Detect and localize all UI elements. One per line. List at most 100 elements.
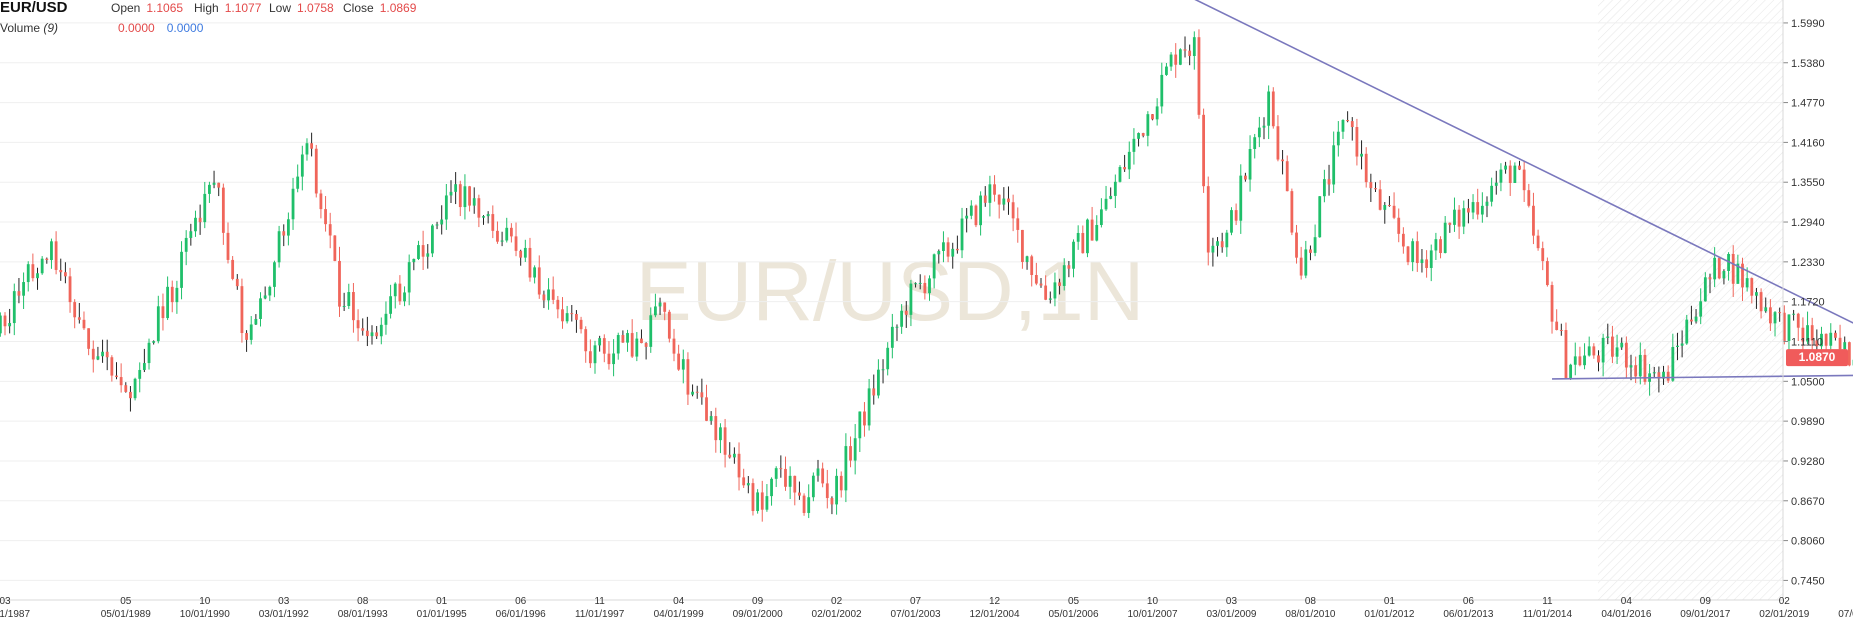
candle[interactable] xyxy=(208,181,211,203)
candle[interactable] xyxy=(825,469,829,509)
candle[interactable] xyxy=(1834,330,1837,341)
candle[interactable] xyxy=(314,144,318,198)
candle[interactable] xyxy=(1220,232,1224,253)
candle[interactable] xyxy=(1518,160,1521,171)
candle[interactable] xyxy=(1801,317,1805,351)
candle[interactable] xyxy=(1234,203,1238,226)
candle[interactable] xyxy=(0,312,2,337)
candle[interactable] xyxy=(1847,341,1851,367)
candle[interactable] xyxy=(1053,272,1057,307)
candle[interactable] xyxy=(365,316,369,347)
candle[interactable] xyxy=(955,235,959,254)
candle[interactable] xyxy=(96,346,100,361)
candle[interactable] xyxy=(1731,245,1735,297)
candle[interactable] xyxy=(1104,185,1108,211)
candle[interactable] xyxy=(1471,194,1475,220)
candle[interactable] xyxy=(361,318,365,336)
candle[interactable] xyxy=(1536,229,1540,251)
candle[interactable] xyxy=(50,238,53,269)
candle[interactable] xyxy=(505,217,509,243)
candle[interactable] xyxy=(918,274,922,290)
candle[interactable] xyxy=(886,342,890,376)
candle[interactable] xyxy=(802,493,806,516)
candle[interactable] xyxy=(1062,258,1066,291)
candle[interactable] xyxy=(1643,349,1647,385)
candle[interactable] xyxy=(1420,249,1424,273)
candle[interactable] xyxy=(1090,206,1094,241)
candle[interactable] xyxy=(1443,216,1447,254)
candle[interactable] xyxy=(486,211,490,224)
candle[interactable] xyxy=(263,286,267,300)
candle[interactable] xyxy=(742,468,746,488)
candle[interactable] xyxy=(923,275,927,300)
candle[interactable] xyxy=(1202,108,1206,193)
candle[interactable] xyxy=(537,255,541,299)
candle[interactable] xyxy=(1183,36,1187,58)
candle[interactable] xyxy=(444,184,448,230)
candle[interactable] xyxy=(133,377,137,401)
candle[interactable] xyxy=(732,447,736,464)
candle[interactable] xyxy=(463,174,467,220)
candle[interactable] xyxy=(969,200,973,220)
candle[interactable] xyxy=(403,286,406,307)
candle[interactable] xyxy=(779,455,783,478)
candle[interactable] xyxy=(890,313,894,359)
candle[interactable] xyxy=(649,307,653,353)
candle[interactable] xyxy=(867,378,871,431)
candle[interactable] xyxy=(180,241,183,300)
candle[interactable] xyxy=(300,145,304,191)
candle[interactable] xyxy=(1137,132,1140,147)
candle[interactable] xyxy=(482,215,485,225)
candle[interactable] xyxy=(1601,333,1605,377)
candle[interactable] xyxy=(333,235,337,262)
candle[interactable] xyxy=(36,267,39,290)
candle[interactable] xyxy=(1597,350,1600,372)
candle[interactable] xyxy=(226,222,230,264)
candle[interactable] xyxy=(951,242,955,269)
candle[interactable] xyxy=(709,411,713,425)
candle[interactable] xyxy=(519,249,523,266)
candle[interactable] xyxy=(286,212,290,246)
candle[interactable] xyxy=(468,185,471,212)
candle[interactable] xyxy=(319,189,323,219)
candle[interactable] xyxy=(681,349,685,384)
candle[interactable] xyxy=(138,362,142,393)
candle[interactable] xyxy=(960,207,964,259)
candle[interactable] xyxy=(1490,177,1494,207)
candle[interactable] xyxy=(584,326,588,363)
candle[interactable] xyxy=(658,297,662,315)
candle[interactable] xyxy=(1750,277,1754,304)
candle[interactable] xyxy=(849,436,852,468)
candle[interactable] xyxy=(31,253,35,282)
candle[interactable] xyxy=(254,314,258,326)
candle[interactable] xyxy=(1030,254,1034,287)
candle[interactable] xyxy=(946,237,950,263)
candle[interactable] xyxy=(59,258,63,281)
candle[interactable] xyxy=(1620,337,1624,350)
candle[interactable] xyxy=(928,275,931,301)
candle[interactable] xyxy=(746,476,750,494)
candle[interactable] xyxy=(245,330,248,352)
candle[interactable] xyxy=(1016,207,1020,243)
candle[interactable] xyxy=(1216,237,1219,257)
candle[interactable] xyxy=(607,341,611,370)
candle[interactable] xyxy=(1787,314,1791,350)
candle[interactable] xyxy=(221,183,225,245)
candle[interactable] xyxy=(1318,195,1322,238)
candle[interactable] xyxy=(1327,164,1331,196)
candle[interactable] xyxy=(774,466,778,488)
candle[interactable] xyxy=(1211,237,1215,267)
candle[interactable] xyxy=(161,293,165,331)
candle[interactable] xyxy=(491,205,495,239)
candle[interactable] xyxy=(1165,62,1168,76)
candle[interactable] xyxy=(1299,246,1303,280)
candle[interactable] xyxy=(1741,257,1744,301)
candle[interactable] xyxy=(1513,162,1517,184)
candle[interactable] xyxy=(593,340,597,374)
candle[interactable] xyxy=(156,295,160,344)
trendline[interactable] xyxy=(1115,0,1853,449)
candle[interactable] xyxy=(379,317,383,345)
candle[interactable] xyxy=(872,374,876,405)
candle[interactable] xyxy=(1346,111,1350,123)
candle[interactable] xyxy=(240,278,244,343)
